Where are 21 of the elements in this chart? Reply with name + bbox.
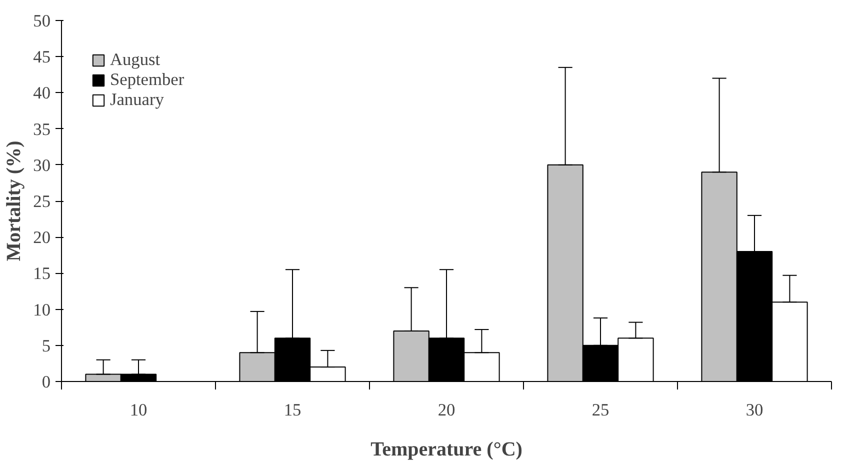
x-axis-title: Temperature (°C) [370,438,522,460]
legend-label: January [110,90,164,110]
y-tick-label: 25 [33,192,50,211]
x-tick-label: 10 [130,400,148,420]
y-tick-label: 20 [33,228,50,248]
y-tick-label: 30 [33,156,50,175]
x-tick-label: 25 [592,400,610,420]
y-tick-label: 45 [33,48,50,67]
y-tick-label: 15 [33,264,50,284]
x-tick-label: 20 [438,400,456,420]
x-tick-label: 30 [746,400,764,420]
x-tick-label: 15 [284,400,302,420]
legend-label: September [110,70,184,90]
legend-label: August [110,50,160,70]
y-tick-label: 35 [33,120,50,139]
y-tick-label: 10 [33,300,50,320]
y-tick-label: 40 [33,84,50,103]
y-axis-title: Mortality (%) [3,140,26,262]
y-tick-label: 50 [33,12,50,30]
y-tick-label: 0 [42,372,51,392]
y-tick-label: 5 [42,336,51,356]
